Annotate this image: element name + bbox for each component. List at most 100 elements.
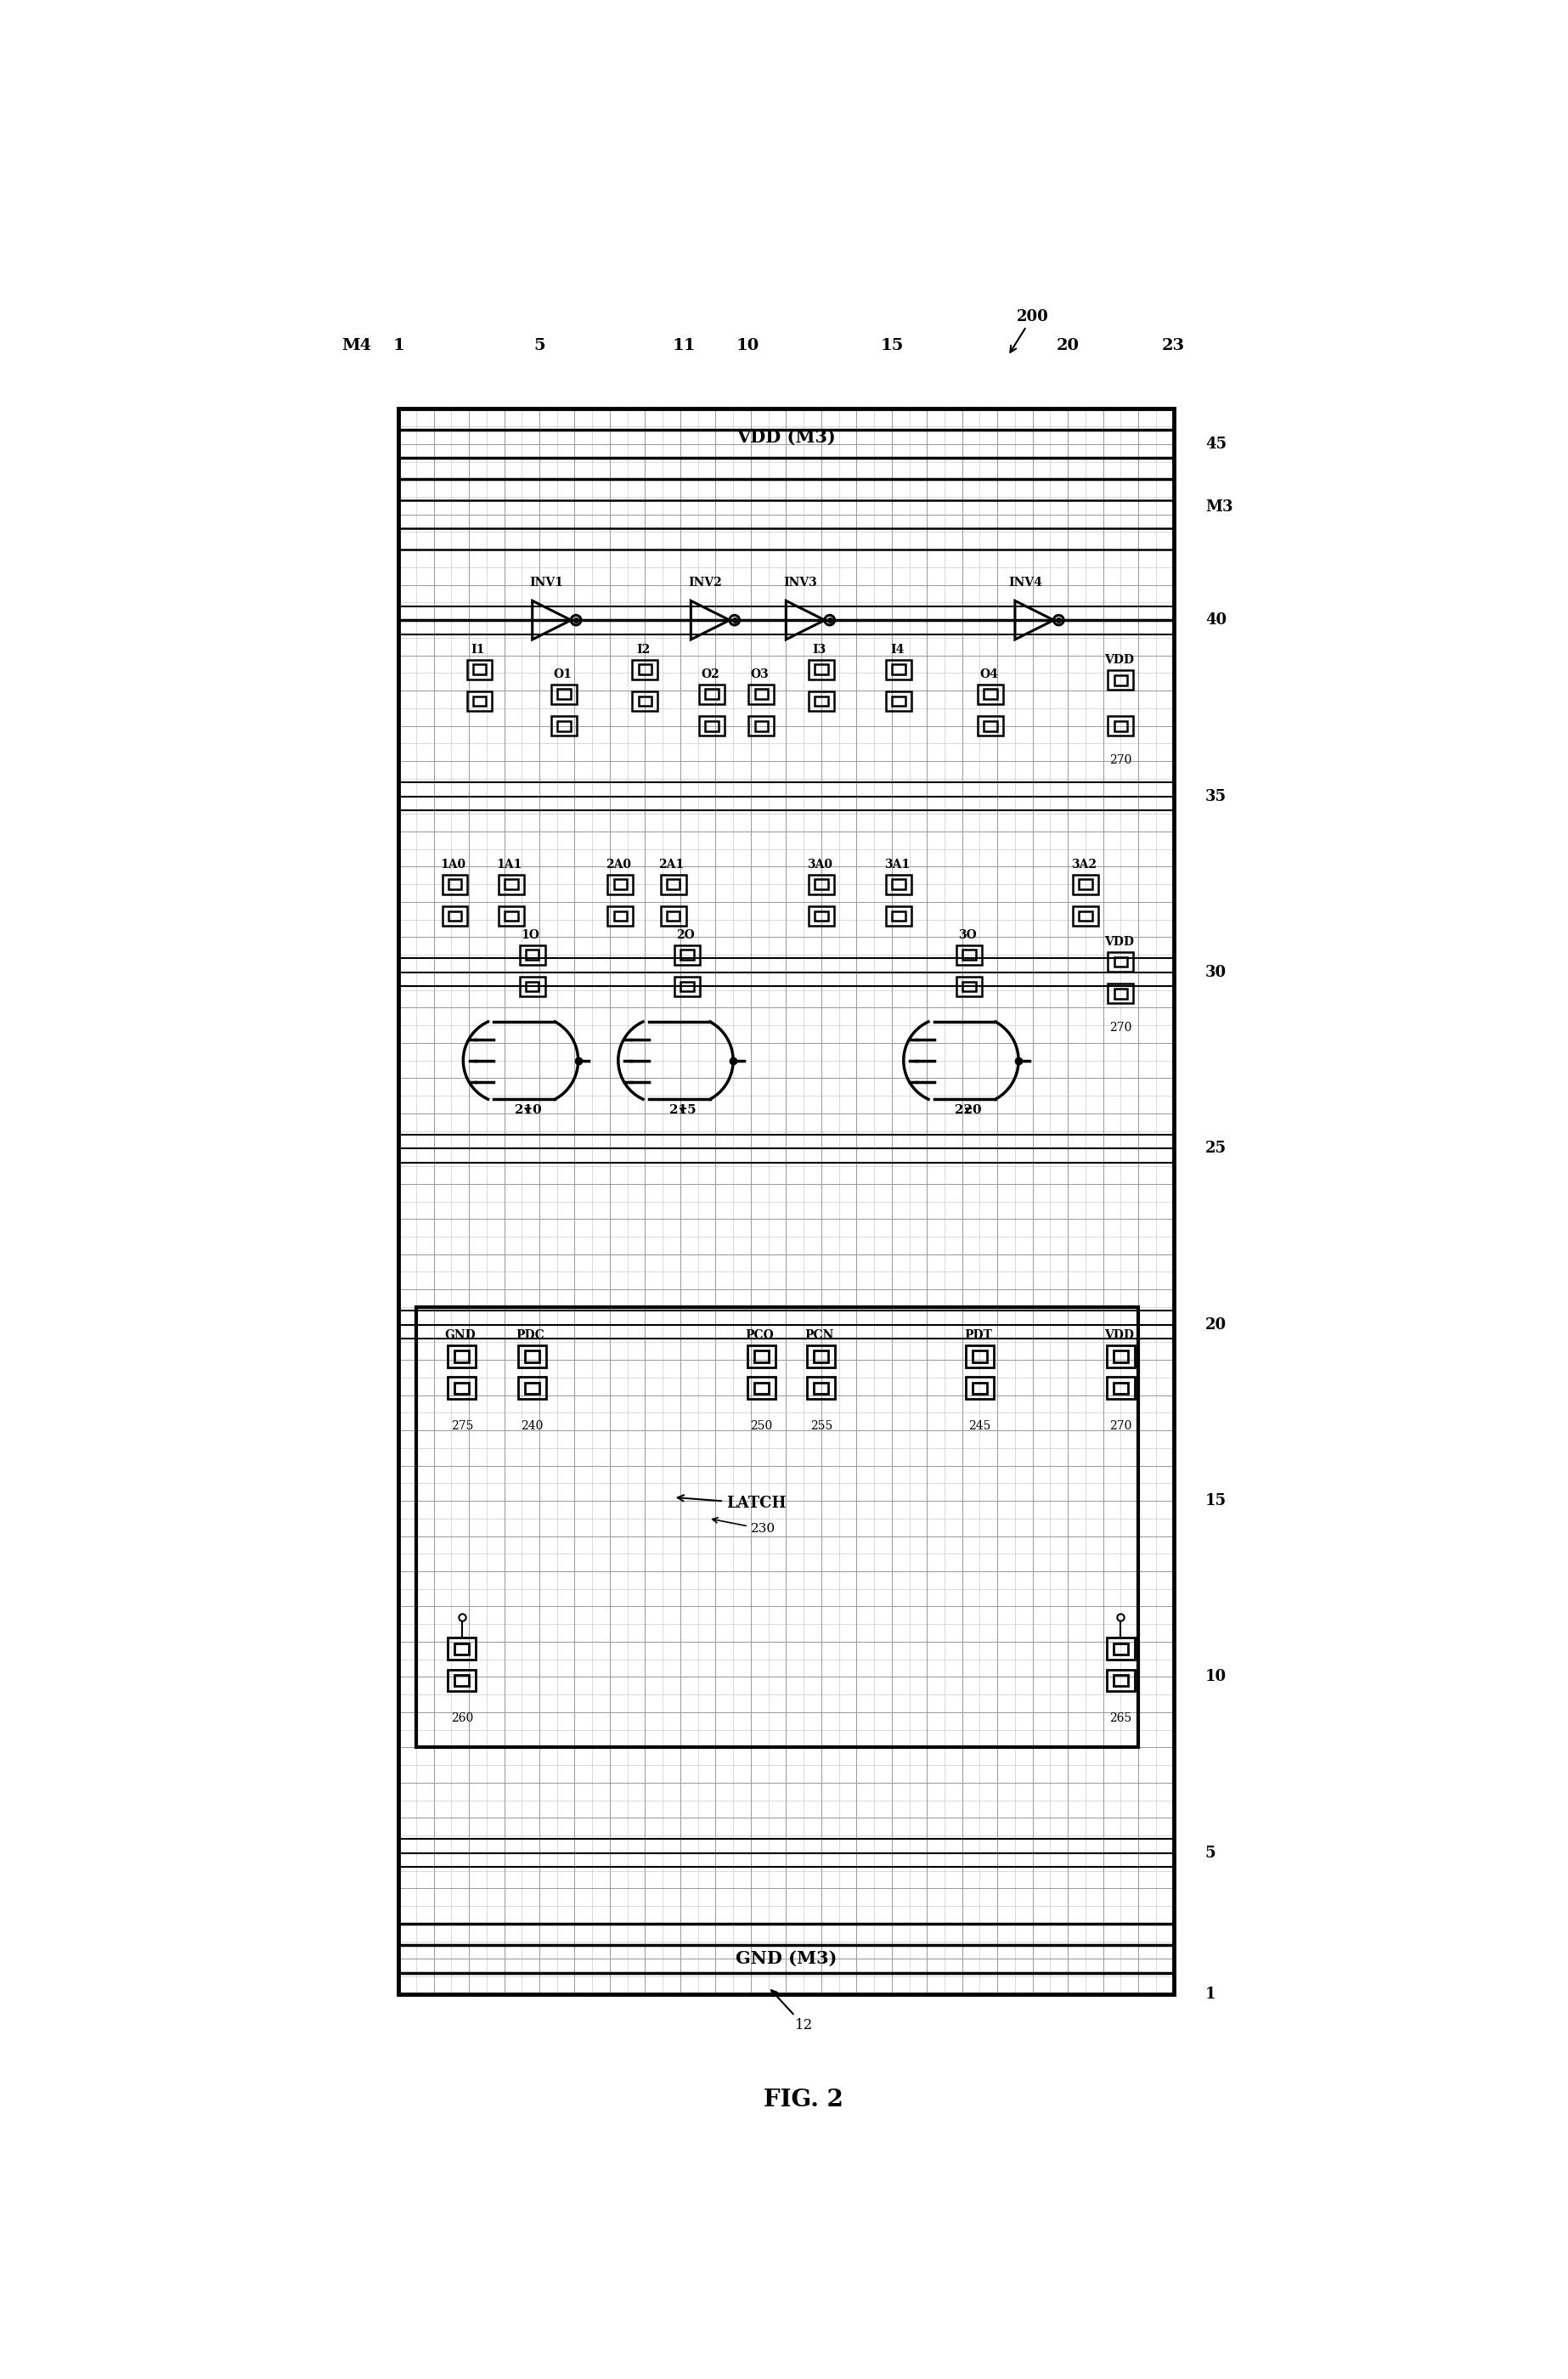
- Bar: [1115, 956, 1127, 966]
- Text: 35: 35: [1206, 787, 1226, 804]
- Bar: [681, 983, 695, 992]
- Text: 5: 5: [533, 338, 546, 352]
- Text: 20: 20: [1206, 1318, 1226, 1332]
- Bar: [815, 697, 828, 707]
- Bar: [499, 875, 524, 895]
- Bar: [892, 664, 905, 676]
- Text: VDD (M3): VDD (M3): [737, 428, 836, 445]
- Text: 12: 12: [771, 1991, 812, 2032]
- Text: 15: 15: [880, 338, 903, 352]
- Text: GND: GND: [444, 1330, 475, 1342]
- Bar: [448, 880, 461, 890]
- Bar: [681, 949, 695, 959]
- Text: PCO: PCO: [745, 1330, 775, 1342]
- Bar: [699, 716, 724, 735]
- Bar: [525, 1351, 539, 1363]
- Bar: [809, 692, 834, 711]
- Text: 15: 15: [1206, 1494, 1226, 1508]
- Bar: [448, 1637, 477, 1661]
- Bar: [1073, 875, 1098, 895]
- Bar: [474, 664, 486, 676]
- Text: FIG. 2: FIG. 2: [764, 2089, 844, 2110]
- Text: 30: 30: [1206, 966, 1226, 980]
- Text: 275: 275: [450, 1420, 474, 1432]
- Text: 200: 200: [1010, 309, 1049, 352]
- Bar: [467, 692, 492, 711]
- Bar: [977, 685, 1004, 704]
- Bar: [638, 697, 652, 707]
- Bar: [1109, 671, 1134, 690]
- Text: 10: 10: [1206, 1670, 1226, 1684]
- Bar: [808, 1347, 836, 1368]
- Text: 255: 255: [811, 1420, 833, 1432]
- Bar: [983, 690, 997, 699]
- Bar: [448, 911, 461, 921]
- Bar: [455, 1644, 469, 1653]
- Bar: [886, 875, 911, 895]
- Bar: [966, 1347, 994, 1368]
- Bar: [666, 911, 681, 921]
- Bar: [892, 697, 905, 707]
- Bar: [1079, 880, 1091, 890]
- Text: 1A1: 1A1: [497, 859, 522, 871]
- Text: VDD: VDD: [1104, 654, 1134, 666]
- Text: 265: 265: [1110, 1713, 1132, 1725]
- Text: INV1: INV1: [530, 576, 563, 588]
- Bar: [505, 911, 517, 921]
- Text: 270: 270: [1110, 1420, 1132, 1432]
- Bar: [886, 906, 911, 925]
- Text: 3A2: 3A2: [1071, 859, 1096, 871]
- Text: PDC: PDC: [516, 1330, 546, 1342]
- Bar: [1109, 716, 1134, 735]
- Bar: [613, 911, 627, 921]
- Bar: [956, 978, 982, 997]
- Bar: [1113, 1644, 1127, 1653]
- Text: I2: I2: [637, 645, 651, 657]
- Bar: [892, 911, 905, 921]
- Text: GND (M3): GND (M3): [735, 1951, 837, 1967]
- Bar: [448, 1377, 477, 1399]
- Bar: [966, 1377, 994, 1399]
- Bar: [956, 944, 982, 963]
- Bar: [455, 1382, 469, 1394]
- Text: 3O: 3O: [958, 928, 977, 940]
- Text: 270: 270: [1110, 1021, 1132, 1032]
- Bar: [632, 659, 657, 678]
- Bar: [674, 978, 699, 997]
- Bar: [499, 906, 524, 925]
- Bar: [442, 906, 467, 925]
- Bar: [660, 906, 685, 925]
- Text: INV3: INV3: [782, 576, 817, 588]
- Text: 20: 20: [1057, 338, 1079, 352]
- Bar: [558, 721, 571, 730]
- Text: 245: 245: [969, 1420, 991, 1432]
- Text: 11: 11: [673, 338, 696, 352]
- Text: 260: 260: [450, 1713, 474, 1725]
- Bar: [1109, 952, 1134, 971]
- Bar: [608, 875, 633, 895]
- Text: 250: 250: [750, 1420, 773, 1432]
- Text: 10: 10: [735, 338, 759, 352]
- Text: 45: 45: [1206, 435, 1226, 452]
- Bar: [474, 697, 486, 707]
- Bar: [1109, 985, 1134, 1004]
- Text: M3: M3: [1206, 500, 1232, 516]
- Bar: [455, 1351, 469, 1363]
- Bar: [808, 1377, 836, 1399]
- Bar: [754, 1382, 768, 1394]
- Text: VDD: VDD: [1104, 935, 1134, 947]
- Bar: [674, 944, 699, 963]
- Bar: [416, 1306, 1138, 1749]
- Text: PDT: PDT: [964, 1330, 993, 1342]
- Bar: [525, 983, 539, 992]
- Bar: [448, 1347, 477, 1368]
- Text: 3A0: 3A0: [806, 859, 833, 871]
- Bar: [638, 664, 652, 676]
- Text: 210: 210: [514, 1104, 541, 1116]
- Bar: [448, 1670, 477, 1691]
- Bar: [754, 1351, 768, 1363]
- Bar: [754, 690, 768, 699]
- Bar: [977, 716, 1004, 735]
- Bar: [632, 692, 657, 711]
- Bar: [963, 983, 975, 992]
